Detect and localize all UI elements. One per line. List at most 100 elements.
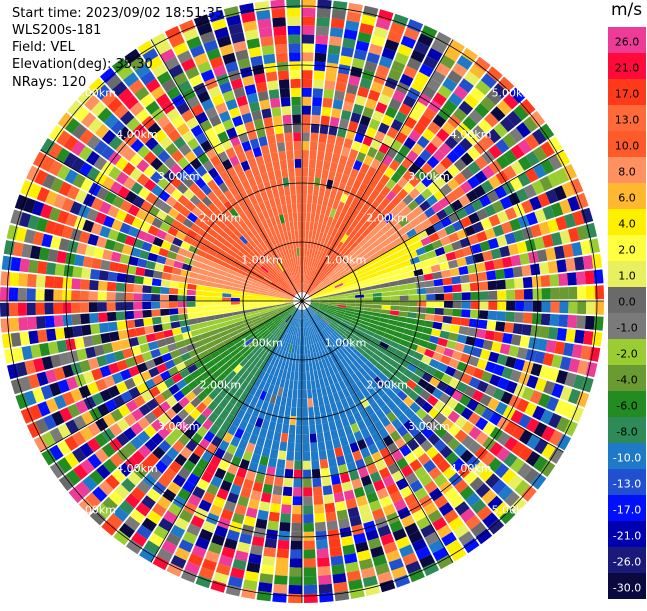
ppi-gate: [236, 541, 251, 553]
ppi-gate: [75, 481, 91, 498]
ppi-gate: [337, 302, 347, 306]
ppi-gate: [316, 271, 323, 280]
ppi-gate: [568, 227, 580, 243]
ppi-gate: [110, 408, 124, 422]
ppi-gate: [175, 340, 186, 349]
ppi-gate: [321, 476, 332, 487]
ppi-gate: [309, 141, 318, 151]
ppi-gate: [76, 242, 88, 255]
ppi-gate: [326, 310, 336, 316]
ppi-gate: [258, 582, 273, 593]
ppi-gate: [542, 234, 554, 248]
ppi-gate: [179, 19, 196, 34]
ppi-gate: [381, 291, 391, 297]
ppi-gate: [296, 265, 299, 275]
ppi-gate: [288, 316, 294, 325]
ppi-gate: [275, 422, 283, 433]
ppi-gate: [264, 538, 277, 549]
ppi-gate: [302, 283, 305, 293]
ppi-gate: [135, 502, 151, 517]
ppi-gate: [288, 380, 294, 390]
ppi-gate: [389, 314, 399, 321]
ppi-gate: [224, 276, 235, 283]
ppi-gate: [302, 105, 311, 115]
ppi-gate: [261, 419, 270, 430]
ppi-gate: [86, 208, 99, 222]
ppi-gate: [437, 337, 448, 347]
ppi-gate: [270, 245, 278, 255]
ppi-gate: [433, 189, 446, 201]
ppi-gate: [67, 403, 81, 418]
ppi-gate: [291, 531, 302, 541]
ppi-gate: [57, 379, 70, 394]
ppi-gate: [355, 541, 369, 553]
ppi-gate: [149, 244, 161, 255]
ppi-gate: [349, 403, 359, 415]
ppi-gate: [414, 194, 426, 206]
ppi-gate: [396, 200, 407, 212]
ppi-gate: [324, 225, 331, 235]
ppi-gate: [340, 398, 349, 409]
ppi-gate: [27, 214, 40, 230]
ppi-gate: [222, 226, 233, 236]
ppi-gate: [237, 367, 247, 377]
ppi-gate: [326, 347, 334, 357]
ppi-gate: [228, 197, 239, 208]
ppi-gate: [50, 177, 64, 193]
ppi-gate: [285, 240, 291, 250]
ppi-gate: [367, 146, 378, 159]
ppi-gate: [261, 108, 272, 119]
ppi-gate: [228, 107, 241, 119]
ppi-gate: [314, 282, 322, 289]
ppi-gate: [206, 320, 217, 327]
ppi-gate: [160, 308, 170, 316]
ppi-gate: [427, 169, 440, 182]
ppi-gate: [406, 228, 417, 239]
start-time-label: Start time: 2023/09/02 18:51:35: [12, 6, 224, 21]
ppi-gate: [136, 258, 148, 268]
ppi-gate: [215, 341, 226, 350]
ppi-gate: [178, 313, 188, 321]
ppi-gate: [577, 286, 587, 300]
ppi-gate: [201, 407, 213, 419]
ppi-gate: [264, 475, 275, 486]
ppi-gate: [288, 43, 301, 53]
ppi-gate: [276, 306, 286, 311]
ppi-gate: [308, 230, 313, 240]
ppi-gate: [270, 98, 281, 108]
ppi-gate: [271, 314, 280, 321]
ppi-gate: [304, 318, 307, 328]
ppi-gate: [65, 338, 77, 351]
ppi-gate: [487, 518, 505, 535]
ppi-gate: [136, 480, 152, 495]
ppi-gate: [214, 252, 225, 261]
ppi-gate: [160, 202, 173, 214]
ppi-gate: [393, 331, 404, 339]
ppi-gate: [302, 167, 309, 177]
ppi-gate: [488, 351, 500, 363]
ppi-gate: [285, 460, 294, 470]
ppi-gate: [342, 377, 351, 388]
scan-info: Start time: 2023/09/02 18:51:35 WLS200s-…: [12, 5, 223, 91]
ppi-gate: [288, 584, 302, 595]
ppi-gate: [241, 588, 257, 600]
ppi-gate: [284, 302, 294, 306]
ppi-gate: [168, 384, 180, 395]
ppi-gate: [213, 123, 226, 135]
ppi-gate: [218, 398, 229, 409]
ppi-gate: [198, 364, 209, 375]
ppi-gate: [334, 382, 342, 392]
ppi-gate: [396, 273, 407, 281]
ppi-gate: [223, 189, 234, 201]
ppi-gate: [476, 358, 488, 370]
ppi-gate: [414, 169, 427, 181]
ppi-gate: [317, 308, 327, 313]
ppi-gate: [239, 298, 249, 301]
ppi-gate: [211, 18, 227, 31]
ppi-gate: [321, 243, 327, 253]
ppi-gate: [134, 275, 144, 285]
ppi-gate: [373, 26, 389, 39]
ppi-gate: [270, 356, 277, 366]
ppi-gate: [464, 93, 480, 109]
ppi-gate: [284, 379, 290, 389]
